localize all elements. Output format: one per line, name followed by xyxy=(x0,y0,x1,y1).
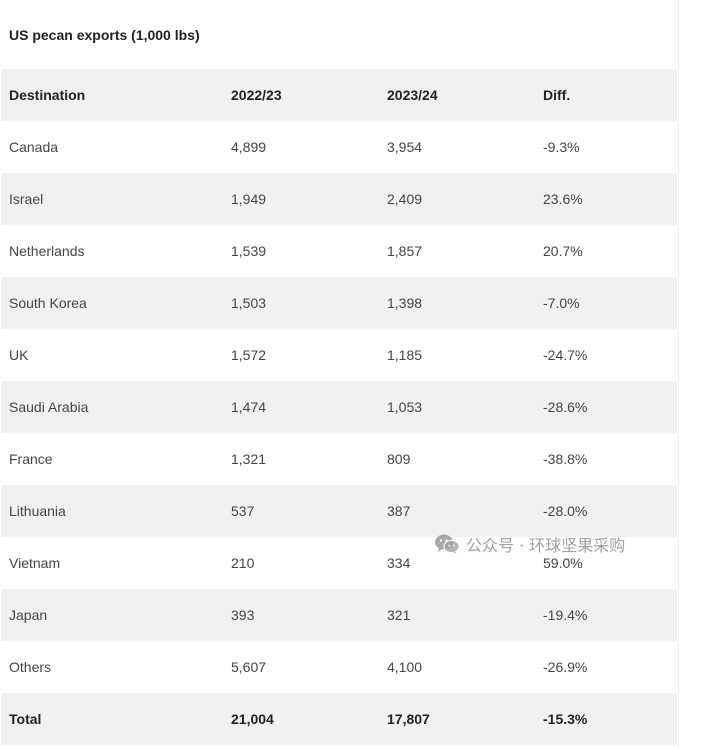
diff-cell: -7.0% xyxy=(543,295,580,311)
diff-cell: -38.8% xyxy=(543,451,588,467)
destination-cell: Vietnam xyxy=(9,555,61,571)
article-panel: US pecan exports (1,000 lbs) Destination… xyxy=(0,0,679,749)
table-row: South Korea 1,503 1,398 -7.0% xyxy=(1,277,677,329)
column-header-2023-24: 2023/24 xyxy=(387,87,438,103)
diff-cell: -28.0% xyxy=(543,503,588,519)
table-row: UK 1,572 1,185 -24.7% xyxy=(1,329,677,381)
table-row: Saudi Arabia 1,474 1,053 -28.6% xyxy=(1,381,677,433)
table-row: Japan 393 321 -19.4% xyxy=(1,589,677,641)
diff-cell: -28.6% xyxy=(543,399,588,415)
destination-cell: France xyxy=(9,451,53,467)
destination-cell: Netherlands xyxy=(9,243,85,259)
destination-cell: Israel xyxy=(9,191,44,207)
table-row: Netherlands 1,539 1,857 20.7% xyxy=(1,225,677,277)
value-2023-24-cell: 3,954 xyxy=(387,139,423,155)
value-2023-24-cell: 1,857 xyxy=(387,243,423,259)
destination-cell: Lithuania xyxy=(9,503,66,519)
value-2022-23-cell: 537 xyxy=(231,503,255,519)
value-2022-23-cell: 5,607 xyxy=(231,659,267,675)
table-row: France 1,321 809 -38.8% xyxy=(1,433,677,485)
value-2022-23-cell: 1,503 xyxy=(231,295,267,311)
destination-cell: Canada xyxy=(9,139,59,155)
destination-cell: UK xyxy=(9,347,29,363)
value-2022-23-cell: 1,949 xyxy=(231,191,267,207)
table-title: US pecan exports (1,000 lbs) xyxy=(9,27,200,43)
value-2022-23-cell: 393 xyxy=(231,607,255,623)
total-label-cell: Total xyxy=(9,711,42,727)
value-2023-24-cell: 1,185 xyxy=(387,347,423,363)
value-2023-24-cell: 387 xyxy=(387,503,411,519)
diff-cell: 20.7% xyxy=(543,243,583,259)
diff-cell: -26.9% xyxy=(543,659,588,675)
value-2023-24-cell: 1,398 xyxy=(387,295,423,311)
value-2022-23-cell: 4,899 xyxy=(231,139,267,155)
table-row: Vietnam 210 334 59.0% xyxy=(1,537,677,589)
diff-cell: 59.0% xyxy=(543,555,583,571)
value-2023-24-cell: 1,053 xyxy=(387,399,423,415)
pecan-exports-table: Destination 2022/23 2023/24 Diff. Canada… xyxy=(1,69,677,745)
value-2022-23-cell: 1,539 xyxy=(231,243,267,259)
total-diff-cell: -15.3% xyxy=(543,711,588,727)
diff-cell: -24.7% xyxy=(543,347,588,363)
table-row: Lithuania 537 387 -28.0% xyxy=(1,485,677,537)
diff-cell: -19.4% xyxy=(543,607,588,623)
value-2023-24-cell: 321 xyxy=(387,607,411,623)
header-row: Destination 2022/23 2023/24 Diff. xyxy=(1,69,677,121)
value-2022-23-cell: 1,474 xyxy=(231,399,267,415)
value-2022-23-cell: 1,321 xyxy=(231,451,267,467)
value-2022-23-cell: 1,572 xyxy=(231,347,267,363)
diff-cell: -9.3% xyxy=(543,139,580,155)
total-2023-24-cell: 17,807 xyxy=(387,711,430,727)
column-header-diff: Diff. xyxy=(543,87,571,103)
value-2023-24-cell: 2,409 xyxy=(387,191,423,207)
total-2022-23-cell: 21,004 xyxy=(231,711,274,727)
column-header-destination: Destination xyxy=(9,87,86,103)
destination-cell: Saudi Arabia xyxy=(9,399,89,415)
table-row: Israel 1,949 2,409 23.6% xyxy=(1,173,677,225)
destination-cell: Japan xyxy=(9,607,48,623)
column-header-2022-23: 2022/23 xyxy=(231,87,282,103)
value-2023-24-cell: 4,100 xyxy=(387,659,423,675)
table-row: Canada 4,899 3,954 -9.3% xyxy=(1,121,677,173)
total-row: Total 21,004 17,807 -15.3% xyxy=(1,693,677,745)
destination-cell: South Korea xyxy=(9,295,87,311)
table-row: Others 5,607 4,100 -26.9% xyxy=(1,641,677,693)
value-2022-23-cell: 210 xyxy=(231,555,255,571)
diff-cell: 23.6% xyxy=(543,191,583,207)
value-2023-24-cell: 334 xyxy=(387,555,411,571)
value-2023-24-cell: 809 xyxy=(387,451,411,467)
destination-cell: Others xyxy=(9,659,52,675)
